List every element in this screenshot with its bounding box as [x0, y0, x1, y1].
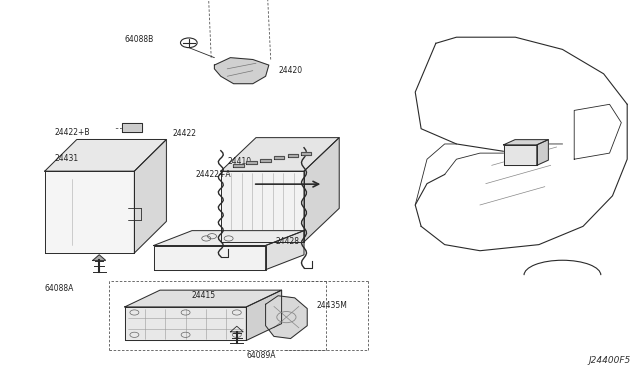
Polygon shape — [93, 255, 106, 260]
Polygon shape — [266, 231, 304, 270]
Polygon shape — [134, 140, 166, 253]
Polygon shape — [214, 58, 269, 84]
Polygon shape — [287, 154, 298, 157]
Text: 24422+B: 24422+B — [54, 128, 90, 137]
Polygon shape — [154, 246, 266, 270]
Text: 24410: 24410 — [227, 157, 252, 166]
Text: 24428: 24428 — [275, 237, 300, 246]
Polygon shape — [246, 161, 257, 164]
Polygon shape — [154, 231, 304, 246]
Polygon shape — [504, 145, 537, 165]
Polygon shape — [125, 290, 282, 307]
Text: 24422: 24422 — [173, 129, 197, 138]
Polygon shape — [266, 296, 307, 339]
Polygon shape — [304, 138, 339, 242]
Polygon shape — [246, 290, 282, 340]
Polygon shape — [537, 140, 548, 165]
Polygon shape — [274, 156, 284, 159]
Text: 24435M: 24435M — [317, 301, 348, 310]
Polygon shape — [230, 326, 243, 332]
Polygon shape — [234, 164, 244, 167]
Text: 24415: 24415 — [192, 291, 216, 300]
Text: J24400F5: J24400F5 — [588, 356, 630, 365]
Polygon shape — [504, 140, 548, 145]
Polygon shape — [221, 171, 304, 242]
Text: 64088A: 64088A — [45, 284, 74, 293]
Polygon shape — [221, 138, 339, 171]
Text: 64089A: 64089A — [246, 351, 276, 360]
Text: 24431: 24431 — [54, 154, 79, 163]
Text: 24420: 24420 — [278, 66, 303, 75]
Polygon shape — [45, 140, 166, 171]
Polygon shape — [260, 158, 271, 161]
Text: 64088B: 64088B — [125, 35, 154, 44]
Polygon shape — [45, 171, 134, 253]
Polygon shape — [301, 151, 311, 154]
Text: 24422+A: 24422+A — [195, 170, 231, 179]
Polygon shape — [125, 307, 246, 340]
Polygon shape — [122, 123, 142, 132]
